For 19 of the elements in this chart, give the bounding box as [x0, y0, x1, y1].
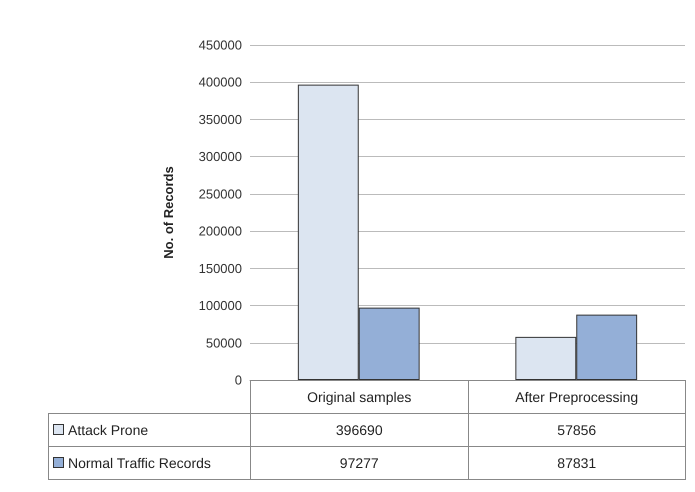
- y-tick-label: 50000: [206, 335, 242, 350]
- y-tick-label: 250000: [198, 186, 242, 202]
- data-label: 87831: [468, 446, 686, 480]
- y-tick-label: 400000: [198, 74, 242, 90]
- y-tick-label: 100000: [198, 298, 242, 314]
- y-tick-label: 200000: [198, 224, 242, 239]
- data-label: 57856: [468, 414, 686, 446]
- y-tick-label: 300000: [198, 149, 242, 164]
- x-tick-label: Original samples: [250, 380, 468, 414]
- legend-label: Normal Traffic Records: [48, 446, 250, 480]
- data-label: 396690: [250, 414, 468, 446]
- legend-label: Attack Prone: [48, 414, 250, 446]
- y-tick-label: 350000: [198, 112, 242, 127]
- y-tick-label: 150000: [198, 260, 242, 276]
- y-tick-label: 0: [234, 372, 242, 388]
- y-tick-label: 450000: [198, 38, 242, 52]
- x-tick-label: After Preprocessing: [468, 380, 686, 414]
- y-axis-title: No. of Records: [161, 166, 176, 259]
- data-label: 97277: [250, 446, 468, 480]
